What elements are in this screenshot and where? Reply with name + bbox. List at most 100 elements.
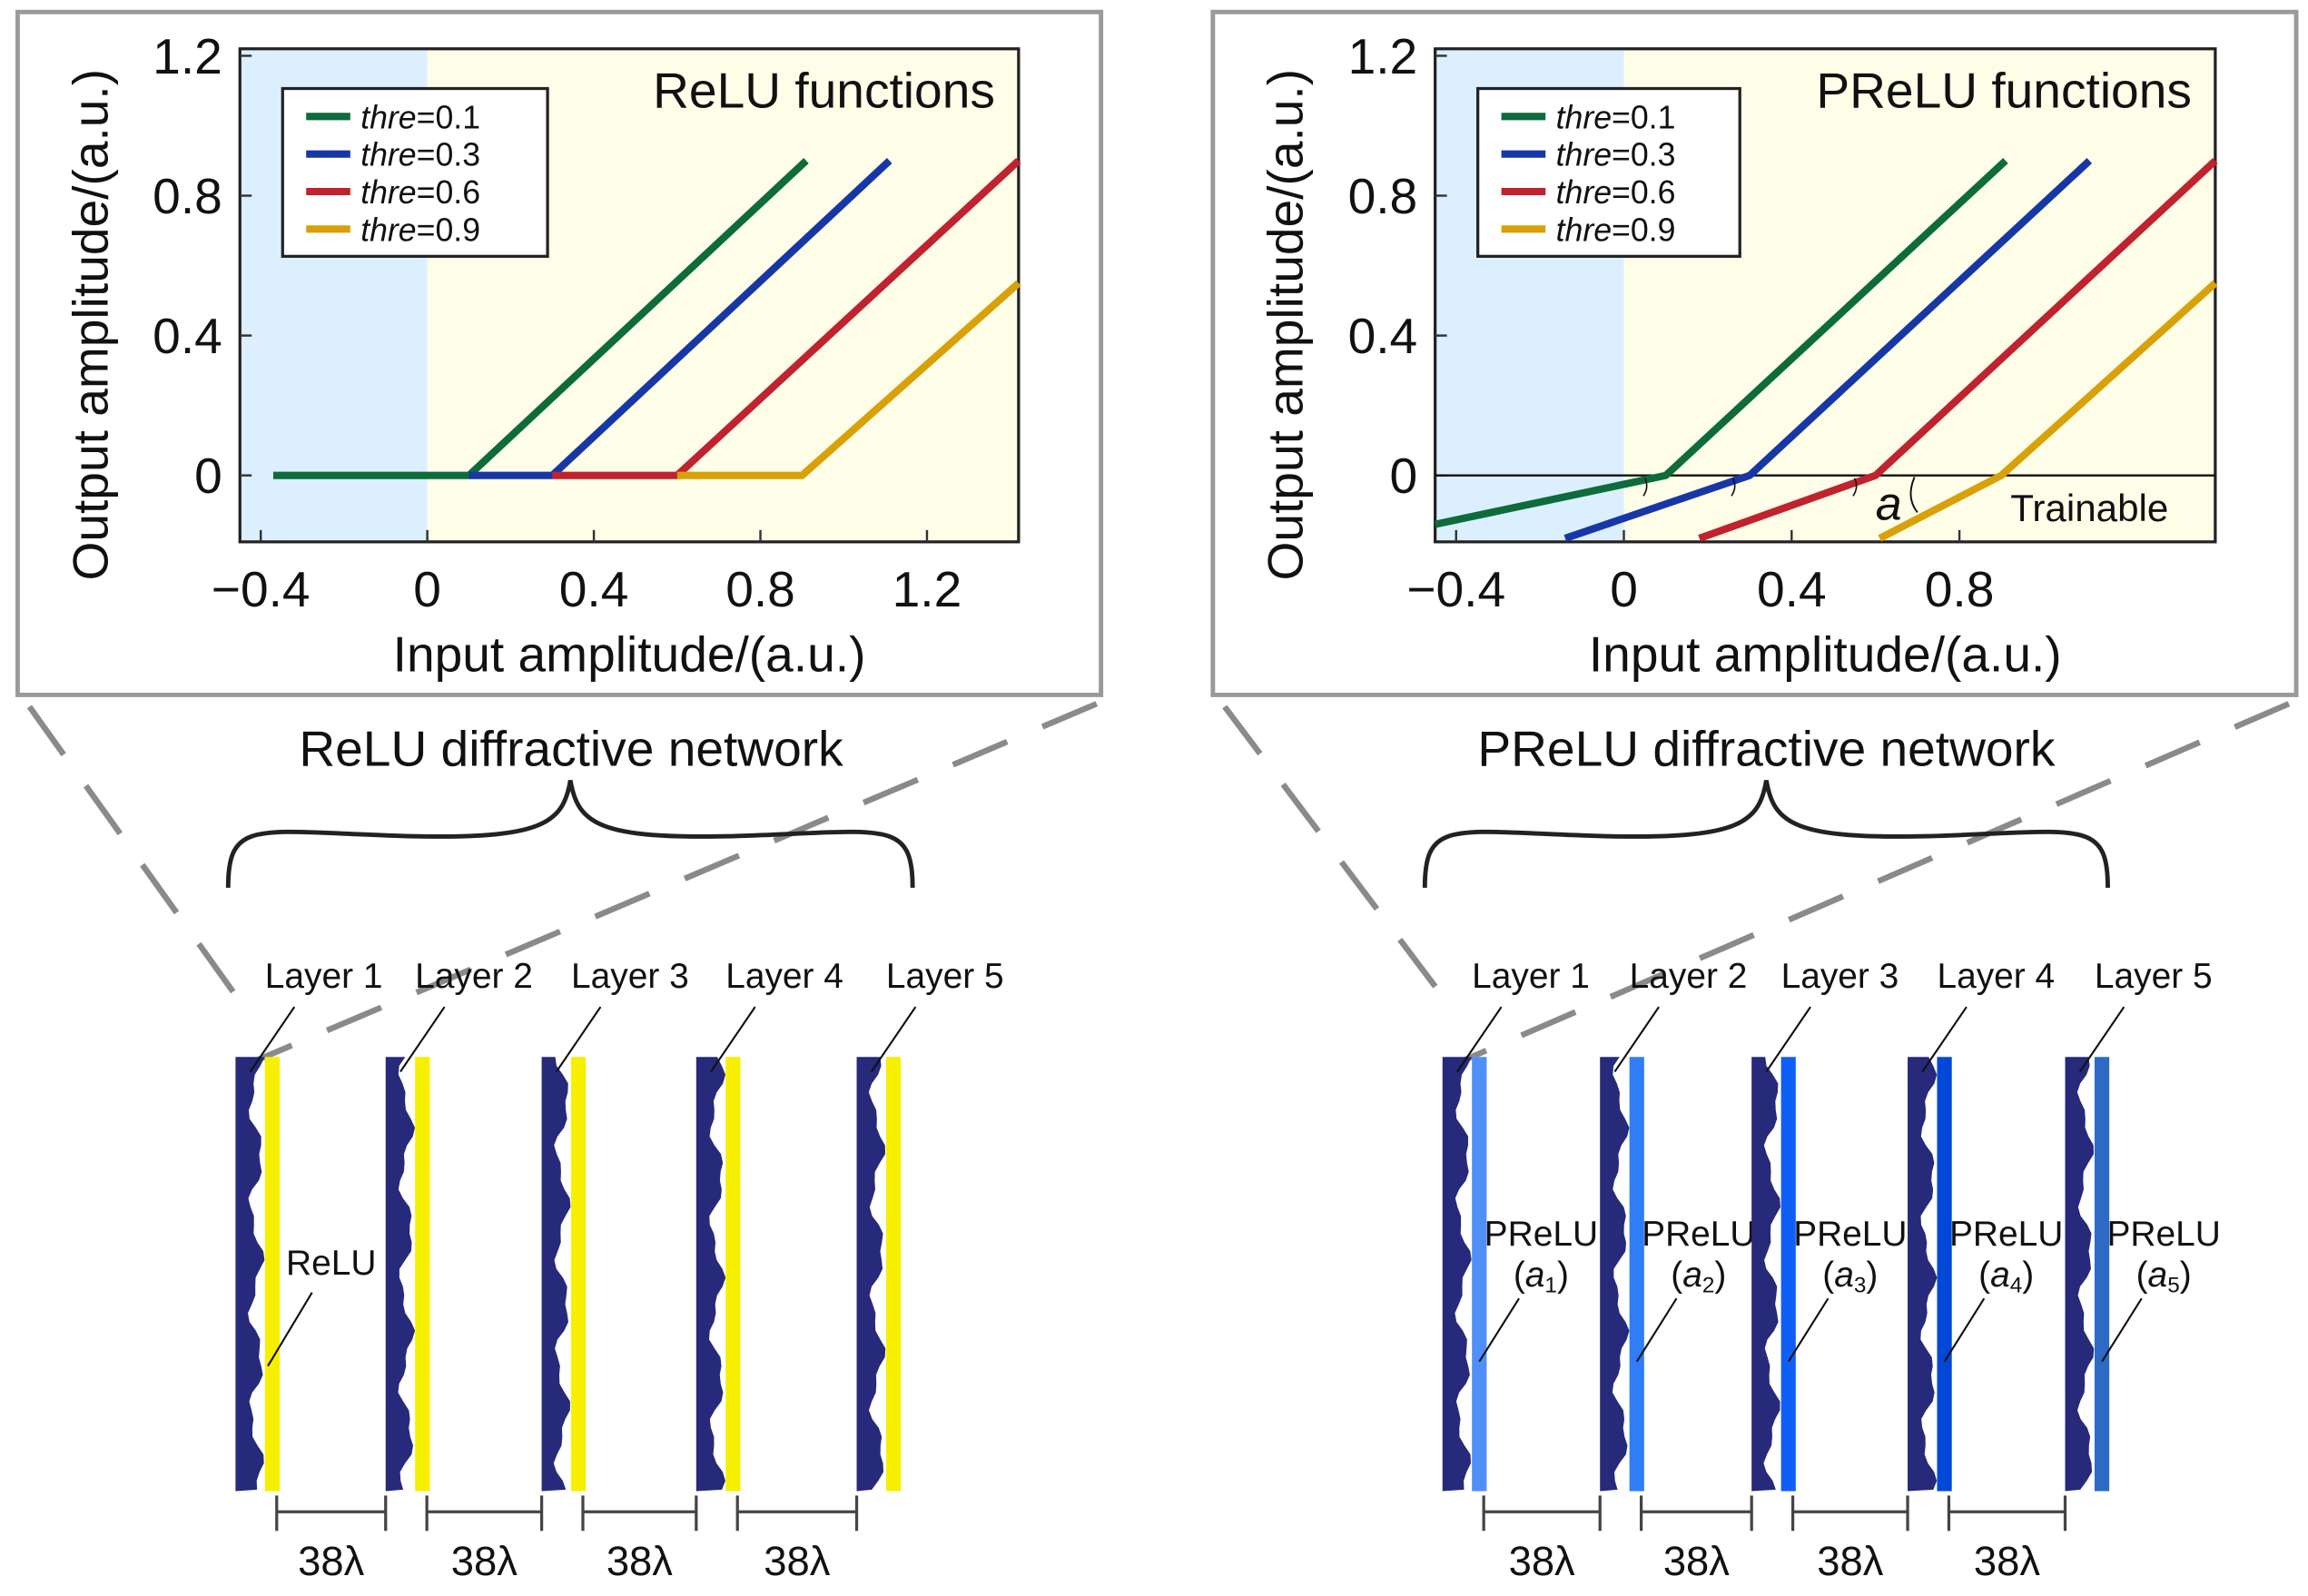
spacing-marker: 38λ [581,1495,698,1584]
activation-layer [1937,1057,1952,1492]
spacing-marker: 38λ [1790,1495,1909,1584]
activation-layer [1629,1057,1644,1492]
activation-layer [571,1057,587,1492]
zoom-line [26,704,253,1018]
spacing-label: 38λ [1974,1538,2040,1584]
legend-label-value: =0.6 [417,174,480,211]
activation-layer [1472,1057,1487,1492]
series-line-0.3 [1563,158,2093,542]
legend-label-var: thre [1556,137,1612,173]
charts: −0.4 0 0.4 0.8 1.2 0 0.4 0.8 1.2 ReLU functions th… [62,28,2218,683]
series-line-0.1 [272,158,809,479]
layer-leader-line [710,1006,756,1073]
paren: ) [1557,1256,1569,1295]
param-symbol: a [1990,1256,2010,1295]
x-tick-label: 1.2 [893,561,962,617]
zoom-line [1222,704,1460,1018]
paren: ) [1714,1256,1726,1295]
layer-leader-line [1765,1006,1811,1073]
plot-area-frame [1434,47,2217,544]
legend-label-value: =0.9 [1612,212,1675,248]
y-tick-label: 0.4 [1348,308,1418,364]
paren: ( [1822,1256,1834,1295]
diffractive-plate [695,1057,726,1492]
diffractive-plate [2065,1057,2095,1492]
x-axis-label: Input amplitude/(a.u.) [1589,626,2062,683]
param-subscript: 3 [1854,1274,1867,1298]
activation-layer [1780,1057,1796,1492]
x-tick-label: −0.4 [1406,561,1505,617]
spacing-label: 38λ [1663,1538,1730,1584]
spacing-label: 38λ [1509,1538,1575,1584]
prelu-leader-line [2101,1297,2143,1363]
diffractive-plate [235,1057,265,1492]
layer-leader-line [870,1006,917,1073]
legend-label-var: thre [360,99,416,135]
paren: ( [1978,1256,1990,1295]
legend-label-var: thre [1556,99,1612,135]
param-symbol: a [1525,1256,1545,1295]
x-tick-label: 0 [1610,561,1638,617]
legend-label: thre=0.9 [360,212,480,248]
param-subscript: 4 [2010,1274,2023,1298]
relu-label: ReLU [286,1244,376,1283]
legend-label-value: =0.9 [417,212,480,248]
spacing-label: 38λ [1817,1538,1883,1584]
trainable-label: Trainable [2010,487,2168,529]
prelu-label: PReLU [1949,1215,2063,1254]
angle-arc [1731,478,1736,497]
prelu-param: (a5) [2136,1256,2192,1297]
curly-brace [1422,780,2110,888]
paren: ( [2136,1256,2148,1295]
layer-leader-line [1613,1006,1660,1073]
prelu-label: PReLU [2106,1215,2220,1254]
series-line-0.1 [1434,158,2008,528]
series-line-0.9 [676,280,1021,479]
layer-4: Layer 4 PReLU(a4) [1908,957,2063,1492]
y-tick-label: 0 [1390,448,1418,504]
param-symbol: a [1834,1256,1854,1295]
layer-leader-line [2078,1006,2126,1073]
layer-4: Layer 4 [695,957,843,1492]
x-tick-label: 0.8 [1925,561,1995,617]
relu-leader-line [267,1292,313,1367]
layer-label: Layer 2 [415,957,533,996]
zoom-line [256,701,1099,1063]
x-tick-label: 0.4 [1757,561,1827,617]
prelu-label: PReLU [1793,1215,1907,1254]
layer-1: Layer 1 ReLU [235,957,383,1492]
prelu-param: (a2) [1671,1256,1726,1297]
layer-leader-line [399,1006,446,1073]
networks: Layer 1 ReLU Layer 2 Layer 3 Layer 4 Layer 5 3… [225,780,2221,1584]
paren: ) [2180,1256,2192,1295]
layer-label: Layer 1 [1472,957,1590,996]
spacing-label: 38λ [298,1538,364,1584]
legend-label-value: =0.3 [1612,137,1675,173]
diffractive-plate [1442,1057,1472,1492]
legend-label-value: =0.1 [1612,99,1675,135]
layer-label: Layer 1 [265,957,383,996]
curly-brace [225,780,915,888]
legend-label: thre=0.1 [1556,99,1676,135]
legend-label: thre=0.3 [1556,137,1676,173]
y-tick-label: 1.2 [1348,28,1418,84]
spacing-label: 38λ [764,1538,830,1584]
layer-leader-line [555,1006,602,1073]
prelu-network-title: PReLU diffractive network [1477,720,2056,776]
activation-layer [415,1057,430,1492]
layer-label: Layer 2 [1630,957,1748,996]
diffractive-plate [385,1057,416,1492]
activation-layer [725,1057,741,1492]
spacing-marker: 38λ [735,1495,859,1584]
layer-label: Layer 5 [886,957,1004,996]
param-subscript: 5 [2167,1274,2180,1298]
prelu-label: PReLU [1642,1215,1755,1254]
relu-network-title: ReLU diffractive network [299,720,843,776]
layer-label: Layer 5 [2095,957,2213,996]
prelu-leader-line [1787,1297,1830,1363]
activation-layer [264,1057,281,1492]
